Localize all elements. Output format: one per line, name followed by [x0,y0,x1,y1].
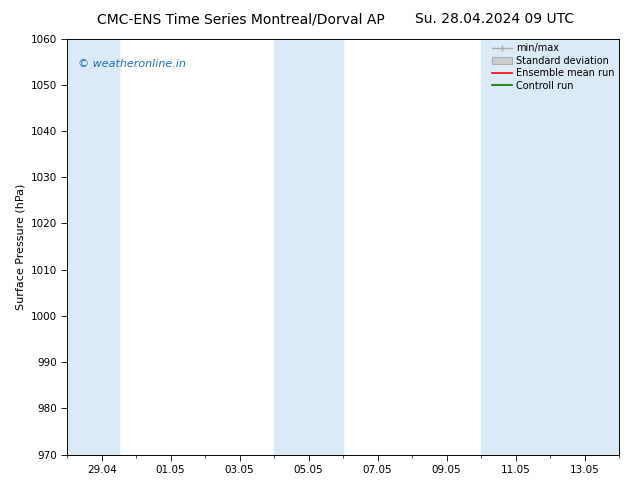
Y-axis label: Surface Pressure (hPa): Surface Pressure (hPa) [15,183,25,310]
Text: CMC-ENS Time Series Montreal/Dorval AP: CMC-ENS Time Series Montreal/Dorval AP [97,12,385,26]
Bar [274,39,343,455]
Text: © weatheronline.in: © weatheronline.in [78,59,186,70]
Legend: min/max, Standard deviation, Ensemble mean run, Controll run: min/max, Standard deviation, Ensemble me… [490,42,616,93]
Bar [481,39,619,455]
Text: Su. 28.04.2024 09 UTC: Su. 28.04.2024 09 UTC [415,12,574,26]
Bar [67,39,119,455]
